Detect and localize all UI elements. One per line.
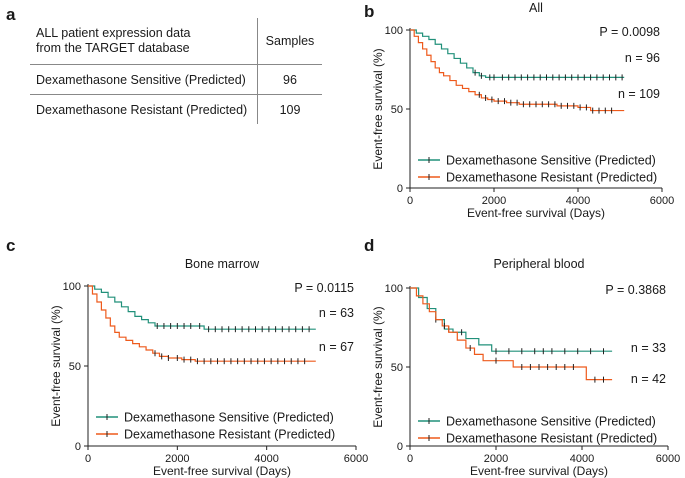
x-tick-label: 4000 bbox=[566, 195, 590, 207]
y-tick-label: 100 bbox=[385, 25, 403, 37]
x-tick-label: 2000 bbox=[482, 195, 506, 207]
y-tick-label: 100 bbox=[385, 283, 403, 295]
table-header-left: ALL patient expression data from the TAR… bbox=[30, 18, 258, 65]
y-tick-label: 0 bbox=[75, 441, 81, 453]
table-header-line2: from the TARGET database bbox=[36, 41, 190, 55]
y-axis-label: Event-free survival (%) bbox=[371, 306, 385, 427]
panel-label-b: b bbox=[364, 2, 375, 21]
x-tick-label: 2000 bbox=[484, 453, 508, 465]
panel-label-c: c bbox=[6, 236, 16, 255]
n-label: n = 63 bbox=[319, 306, 354, 320]
chart-c: 0 2000 4000 6000 0 50 100 Bone marrow Event-free… bbox=[49, 257, 368, 478]
x-tick-label: 2000 bbox=[165, 453, 189, 465]
legend-label: Dexamethasone Resistant (Predicted) bbox=[446, 432, 657, 446]
y-axis-label: Event-free survival (%) bbox=[371, 48, 385, 169]
x-tick-label: 0 bbox=[407, 453, 413, 465]
table-row-value: 109 bbox=[257, 94, 322, 124]
n-label: n = 67 bbox=[319, 340, 354, 354]
panel-label-d: d bbox=[364, 236, 375, 255]
panel-label-a: a bbox=[6, 5, 16, 24]
table-row-label: Dexamethasone Resistant (Predicted) bbox=[30, 94, 258, 124]
table-header-samples: Samples bbox=[257, 18, 322, 65]
table-row-label: Dexamethasone Sensitive (Predicted) bbox=[30, 64, 258, 95]
chart-title: Peripheral blood bbox=[493, 257, 584, 271]
p-value: P = 0.0115 bbox=[294, 281, 354, 295]
table-row-value: 96 bbox=[257, 64, 322, 95]
survival-curve-sensitive bbox=[88, 285, 316, 330]
x-axis-label: Event-free survival (Days) bbox=[470, 464, 608, 478]
sample-table: ALL patient expression data from the TAR… bbox=[30, 18, 322, 124]
x-tick-label: 4000 bbox=[254, 453, 278, 465]
chart-d: 0 2000 4000 6000 0 50 100 Peripheral blood Event… bbox=[371, 257, 680, 478]
x-tick-label: 0 bbox=[407, 195, 413, 207]
chart-title: All bbox=[529, 1, 543, 15]
table-row: Dexamethasone Sensitive (Predicted) 96 bbox=[30, 64, 322, 95]
table-row: Dexamethasone Resistant (Predicted) 109 bbox=[30, 94, 322, 124]
n-label: n = 96 bbox=[625, 51, 660, 65]
x-tick-label: 6000 bbox=[656, 453, 680, 465]
x-tick-label: 6000 bbox=[650, 195, 674, 207]
table-header-line1: ALL patient expression data bbox=[36, 26, 191, 40]
survival-curve-resistant bbox=[410, 29, 625, 112]
legend-label: Dexamethasone Sensitive (Predicted) bbox=[446, 154, 656, 168]
y-tick-label: 100 bbox=[63, 281, 81, 293]
y-tick-label: 50 bbox=[69, 361, 81, 373]
legend-label: Dexamethasone Sensitive (Predicted) bbox=[124, 411, 334, 425]
y-tick-label: 0 bbox=[397, 441, 403, 453]
survival-curve-resistant bbox=[410, 287, 613, 381]
chart-b: 0 2000 4000 6000 0 50 100 All Event-free surviva… bbox=[371, 1, 674, 220]
n-label: n = 109 bbox=[618, 87, 660, 101]
survival-curve-sensitive bbox=[410, 29, 625, 78]
x-tick-label: 6000 bbox=[344, 453, 368, 465]
y-axis-label: Event-free survival (%) bbox=[49, 305, 63, 426]
y-tick-label: 50 bbox=[391, 104, 403, 116]
legend-label: Dexamethasone Resistant (Predicted) bbox=[124, 428, 335, 442]
p-value: P = 0.3868 bbox=[605, 283, 666, 297]
x-axis-label: Event-free survival (Days) bbox=[153, 464, 291, 478]
legend-label: Dexamethasone Sensitive (Predicted) bbox=[446, 415, 656, 429]
x-tick-label: 4000 bbox=[570, 453, 594, 465]
chart-title: Bone marrow bbox=[185, 257, 260, 271]
p-value: P = 0.0098 bbox=[599, 25, 660, 39]
x-axis-label: Event-free survival (Days) bbox=[467, 206, 605, 220]
legend-label: Dexamethasone Resistant (Predicted) bbox=[446, 171, 657, 185]
x-tick-label: 0 bbox=[85, 453, 91, 465]
table-header-row: ALL patient expression data from the TAR… bbox=[30, 18, 322, 65]
y-tick-label: 0 bbox=[397, 183, 403, 195]
survival-curve-resistant bbox=[88, 285, 316, 362]
n-label: n = 33 bbox=[631, 341, 666, 355]
n-label: n = 42 bbox=[631, 372, 666, 386]
y-tick-label: 50 bbox=[391, 362, 403, 374]
